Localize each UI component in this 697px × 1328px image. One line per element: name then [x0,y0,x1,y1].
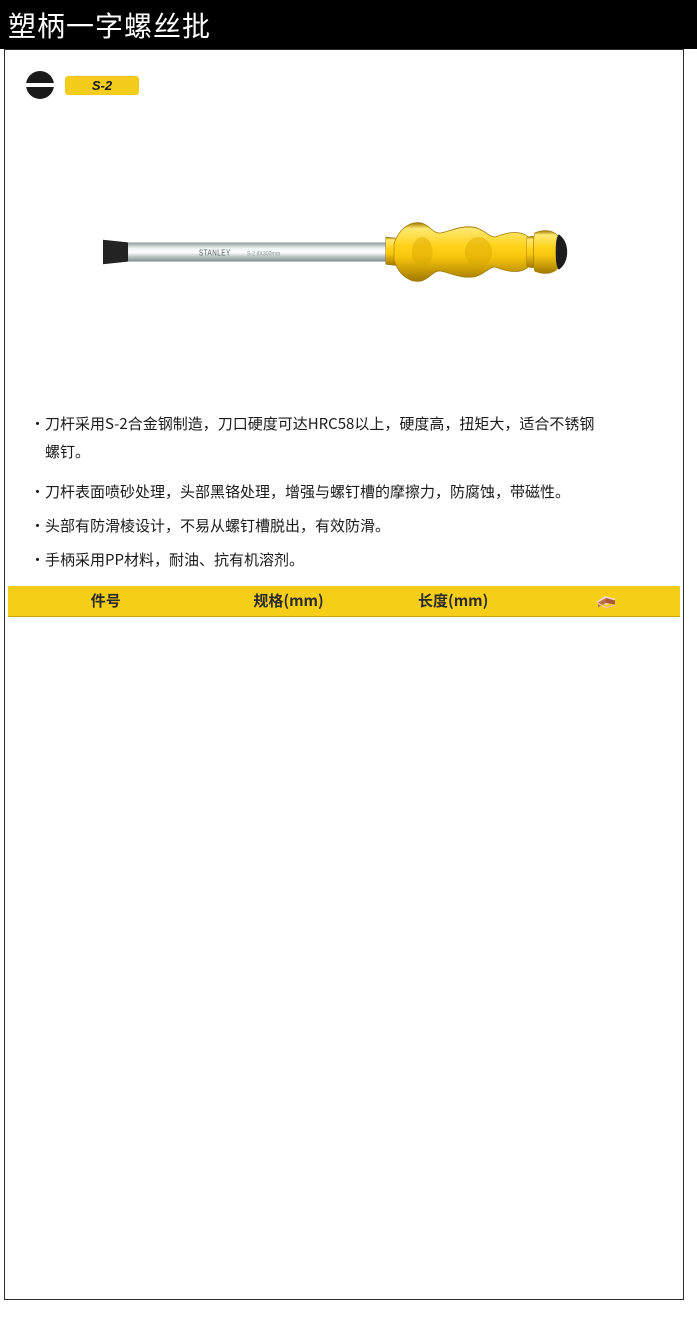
svg-text:S-2 8X300mm: S-2 8X300mm [247,251,280,258]
svg-text:STANLEY: STANLEY [199,248,231,258]
